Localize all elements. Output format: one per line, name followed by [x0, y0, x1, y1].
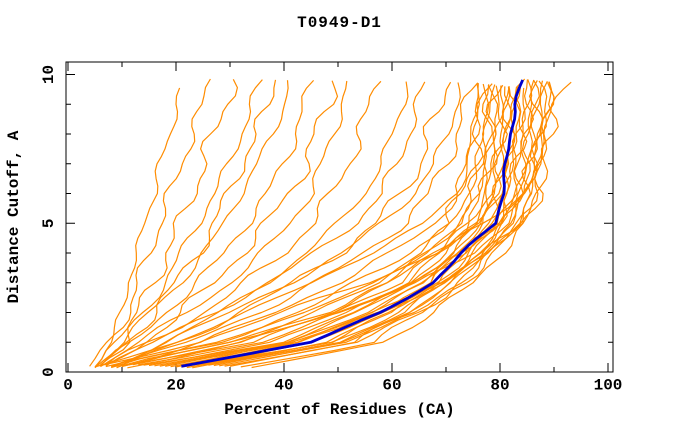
y-tick-label: 10 [40, 65, 58, 84]
x-tick-label: 80 [490, 376, 509, 394]
highlight-model-curve [181, 79, 524, 368]
y-tick-label: 0 [40, 367, 58, 377]
model-curve [110, 81, 409, 368]
model-curve [99, 79, 315, 367]
model-curve [208, 79, 533, 366]
model-curve [121, 82, 479, 366]
model-curve [159, 87, 521, 367]
model-curve [89, 78, 211, 367]
x-axis-label: Percent of Residues (CA) [224, 401, 455, 419]
y-tick-label: 5 [40, 218, 58, 228]
x-tick-label: 100 [594, 376, 623, 394]
model-curve [148, 86, 519, 367]
model-curve [143, 84, 499, 366]
model-curve [197, 87, 526, 366]
model-curve [100, 79, 238, 366]
model-curve [116, 81, 452, 369]
model-curve [94, 83, 480, 368]
model-curve [105, 81, 426, 367]
model-curve [94, 80, 289, 368]
x-tick-label: 0 [63, 376, 73, 394]
model-curve [138, 86, 513, 366]
model-curve [192, 79, 540, 369]
chart-title: T0949-D1 [297, 14, 382, 32]
model-curve [105, 80, 339, 366]
x-tick-label: 60 [382, 376, 401, 394]
x-tick-label: 40 [274, 376, 293, 394]
model-curve [110, 82, 461, 367]
model-curve [224, 81, 559, 367]
model-curve [105, 80, 382, 366]
model-curve [111, 83, 493, 369]
model-curve [202, 80, 544, 366]
model-curve [116, 84, 504, 368]
model-curve [105, 84, 496, 368]
model-curve [100, 80, 348, 368]
plot-frame [65, 61, 614, 373]
model-curve [251, 81, 555, 369]
model-curve [94, 79, 263, 368]
model-curve [121, 82, 555, 368]
model-curve [99, 79, 277, 366]
model-curve [94, 87, 181, 369]
x-tick-label: 20 [166, 376, 185, 394]
model-curve [181, 79, 534, 368]
model-curve [100, 83, 481, 367]
model-curve [132, 81, 572, 366]
